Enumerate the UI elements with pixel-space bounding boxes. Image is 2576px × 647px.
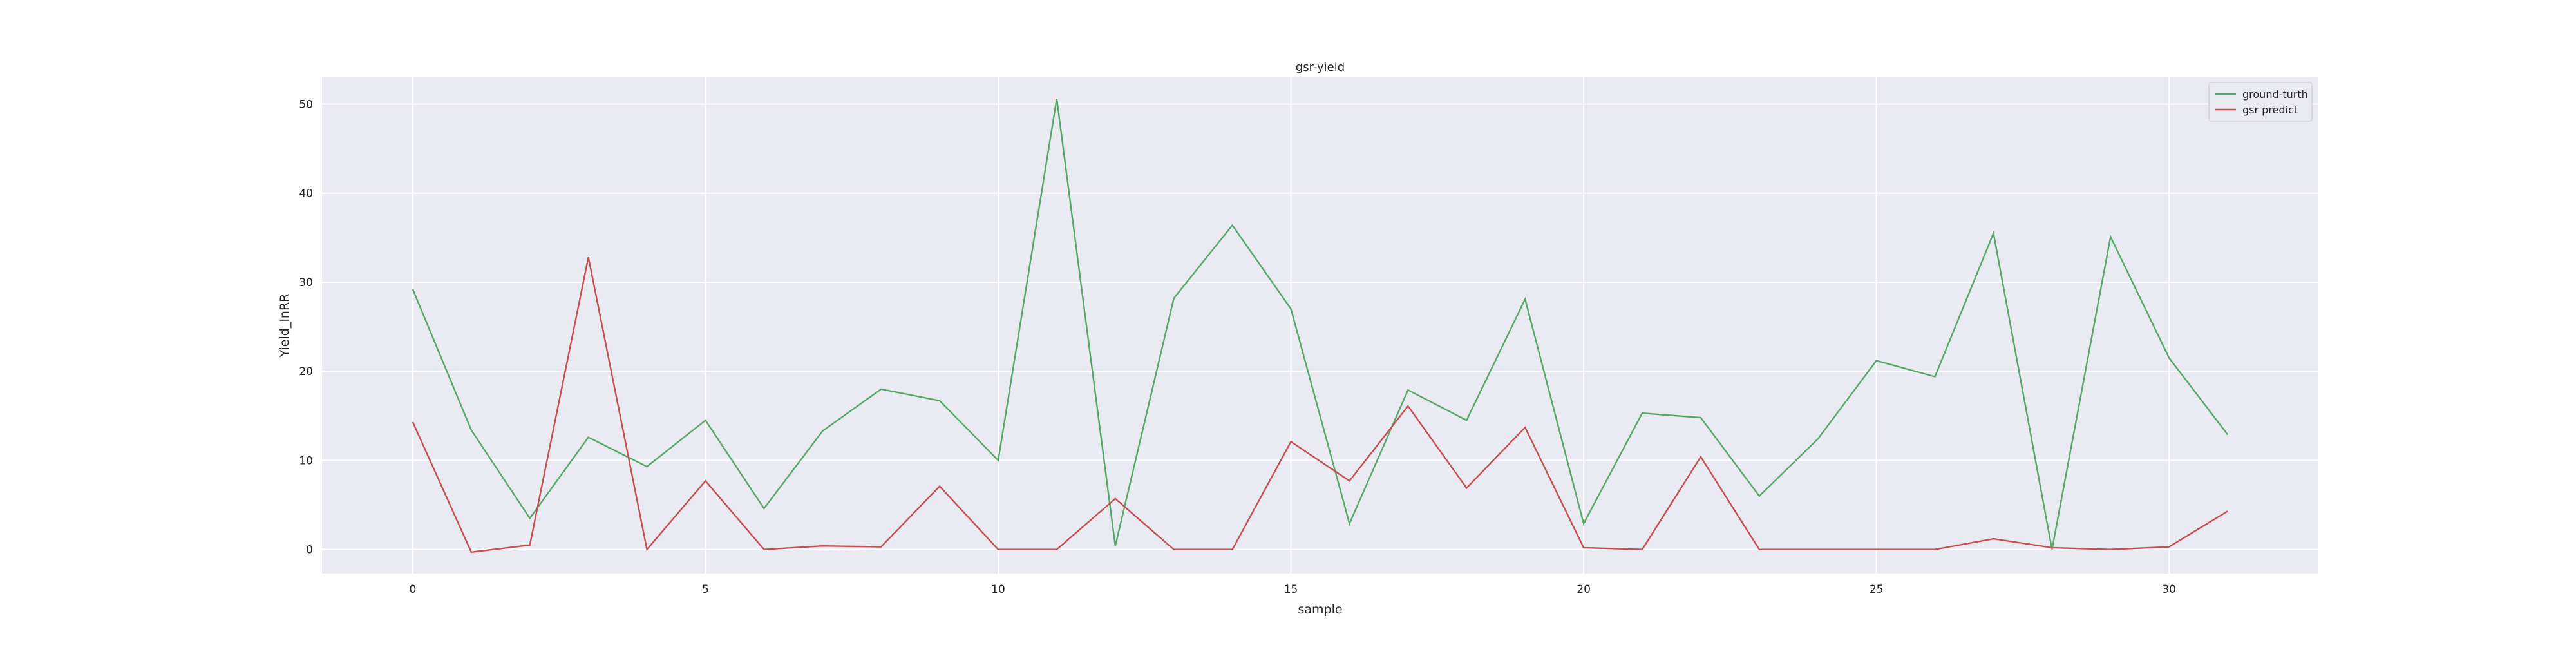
series-line	[412, 257, 2228, 554]
chart-title: gsr-yield	[1296, 61, 1345, 74]
y-axis-ticks: 0 10 20 30 40 50	[299, 98, 313, 556]
y-tick-label: 40	[299, 188, 313, 200]
x-axis-ticks: 0 5 10 15 20 25 30	[409, 583, 2176, 596]
x-tick-label: 0	[409, 583, 416, 596]
x-tick-label: 30	[2162, 583, 2176, 596]
x-tick-label: 5	[702, 583, 709, 596]
y-tick-label: 30	[299, 276, 313, 289]
y-axis-label: Yield_InRR	[278, 294, 292, 358]
legend-label: ground-turth	[2242, 88, 2308, 101]
x-tick-label: 25	[1870, 583, 1884, 596]
series-line	[412, 98, 2229, 550]
y-tick-label: 10	[299, 454, 313, 467]
plot-area	[322, 77, 2318, 574]
x-tick-label: 10	[991, 583, 1005, 596]
y-tick-label: 0	[306, 544, 313, 557]
y-tick-label: 20	[299, 365, 313, 378]
legend: ground-turth gsr predict	[2208, 82, 2313, 122]
y-tick-label: 50	[299, 98, 313, 111]
x-tick-label: 15	[1284, 583, 1298, 596]
series-lines	[412, 98, 2229, 554]
x-axis-label: sample	[1298, 603, 1342, 617]
x-tick-label: 20	[1577, 583, 1591, 596]
legend-box	[2208, 82, 2313, 122]
legend-label: gsr predict	[2242, 104, 2298, 116]
